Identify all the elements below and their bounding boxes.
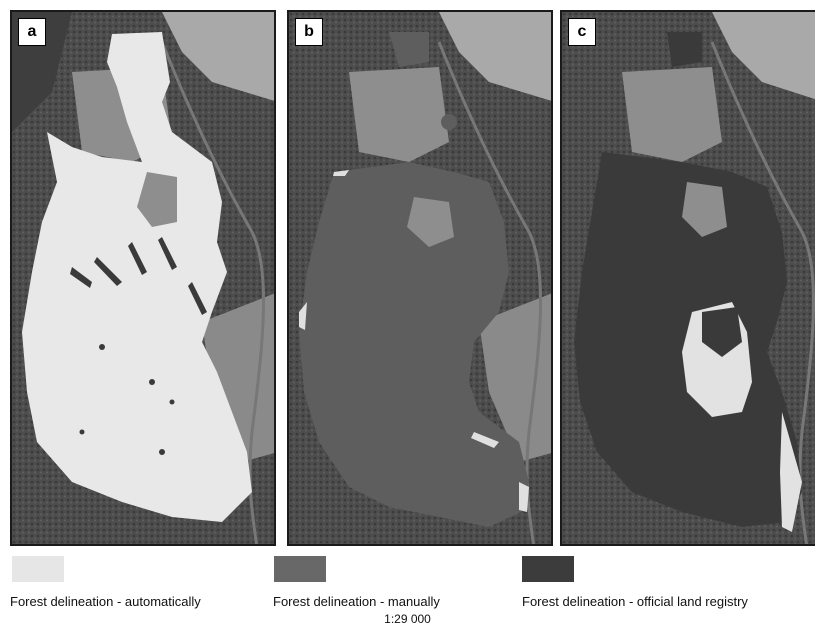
legend-label-automatic: Forest delineation - automatically xyxy=(10,594,201,609)
aerial-image-a xyxy=(12,12,274,544)
legend-label-manual: Forest delineation - manually xyxy=(273,594,440,609)
legend-swatch-manual xyxy=(274,556,326,582)
map-panel-b: b xyxy=(287,10,553,546)
panel-label-c: c xyxy=(568,18,596,46)
aerial-image-c xyxy=(562,12,815,544)
forest-area-automatic xyxy=(22,32,252,522)
legend-swatch-automatic xyxy=(12,556,64,582)
map-panel-c: c xyxy=(560,10,815,546)
legend-swatch-registry xyxy=(522,556,574,582)
legend-label-registry: Forest delineation - official land regis… xyxy=(522,594,748,609)
map-scale-text: 1:29 000 xyxy=(384,612,431,626)
aerial-image-b xyxy=(289,12,551,544)
map-scale: 1:29 000 xyxy=(0,612,815,626)
map-panel-a: a xyxy=(10,10,276,546)
panel-label-a: a xyxy=(18,18,46,46)
panel-label-b: b xyxy=(295,18,323,46)
forest-area-manual xyxy=(299,162,529,527)
